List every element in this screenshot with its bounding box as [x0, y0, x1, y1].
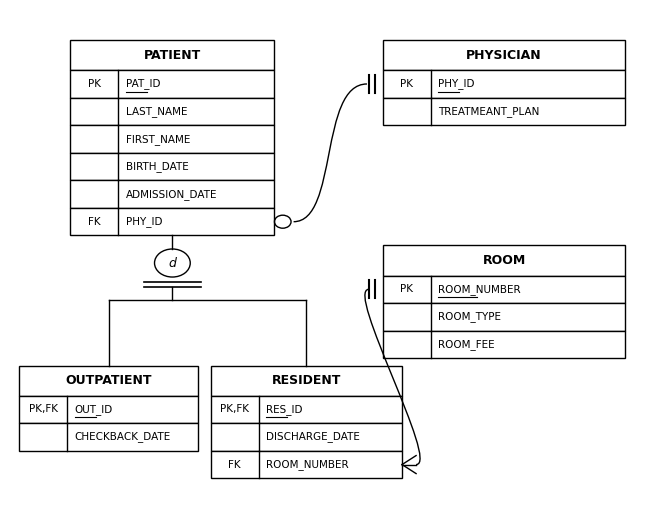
Bar	[383, 70, 626, 98]
Text: PK,FK: PK,FK	[29, 405, 58, 414]
Text: PK: PK	[88, 79, 101, 89]
Text: OUTPATIENT: OUTPATIENT	[65, 374, 152, 387]
Bar	[211, 366, 402, 396]
Bar	[383, 98, 626, 125]
Text: ROOM_NUMBER: ROOM_NUMBER	[438, 284, 521, 295]
Bar	[70, 70, 275, 98]
Text: PK: PK	[400, 79, 413, 89]
Text: ROOM_FEE: ROOM_FEE	[438, 339, 495, 350]
Text: PHY_ID: PHY_ID	[126, 216, 162, 227]
Text: FK: FK	[88, 217, 100, 227]
Text: TREATMEANT_PLAN: TREATMEANT_PLAN	[438, 106, 540, 117]
Bar	[383, 40, 626, 70]
Text: PAT_ID: PAT_ID	[126, 79, 160, 89]
Text: PHY_ID: PHY_ID	[438, 79, 475, 89]
Bar	[383, 245, 626, 275]
Text: LAST_NAME: LAST_NAME	[126, 106, 187, 117]
Text: ROOM_NUMBER: ROOM_NUMBER	[266, 459, 349, 470]
Bar	[211, 423, 402, 451]
Bar	[211, 451, 402, 478]
Text: ROOM: ROOM	[482, 254, 526, 267]
Text: FIRST_NAME: FIRST_NAME	[126, 133, 190, 145]
Text: OUT_ID: OUT_ID	[75, 404, 113, 415]
Bar	[70, 98, 275, 125]
Bar	[70, 180, 275, 208]
Text: PATIENT: PATIENT	[144, 49, 201, 62]
Text: DISCHARGE_DATE: DISCHARGE_DATE	[266, 432, 360, 443]
Text: FK: FK	[229, 459, 241, 470]
Text: PK: PK	[400, 284, 413, 294]
Bar	[383, 275, 626, 303]
Bar	[383, 331, 626, 358]
Text: RESIDENT: RESIDENT	[271, 374, 341, 387]
Bar	[70, 208, 275, 236]
Bar	[20, 396, 198, 423]
Text: BIRTH_DATE: BIRTH_DATE	[126, 161, 189, 172]
Text: PHYSICIAN: PHYSICIAN	[466, 49, 542, 62]
Text: CHECKBACK_DATE: CHECKBACK_DATE	[75, 432, 171, 443]
Text: PK,FK: PK,FK	[220, 405, 249, 414]
Bar	[70, 40, 275, 70]
Bar	[20, 366, 198, 396]
Text: ROOM_TYPE: ROOM_TYPE	[438, 311, 501, 322]
Bar	[20, 423, 198, 451]
Bar	[383, 303, 626, 331]
Bar	[211, 396, 402, 423]
Text: RES_ID: RES_ID	[266, 404, 303, 415]
Text: ADMISSION_DATE: ADMISSION_DATE	[126, 189, 217, 200]
Text: d: d	[169, 257, 176, 269]
Bar	[70, 125, 275, 153]
Bar	[70, 153, 275, 180]
